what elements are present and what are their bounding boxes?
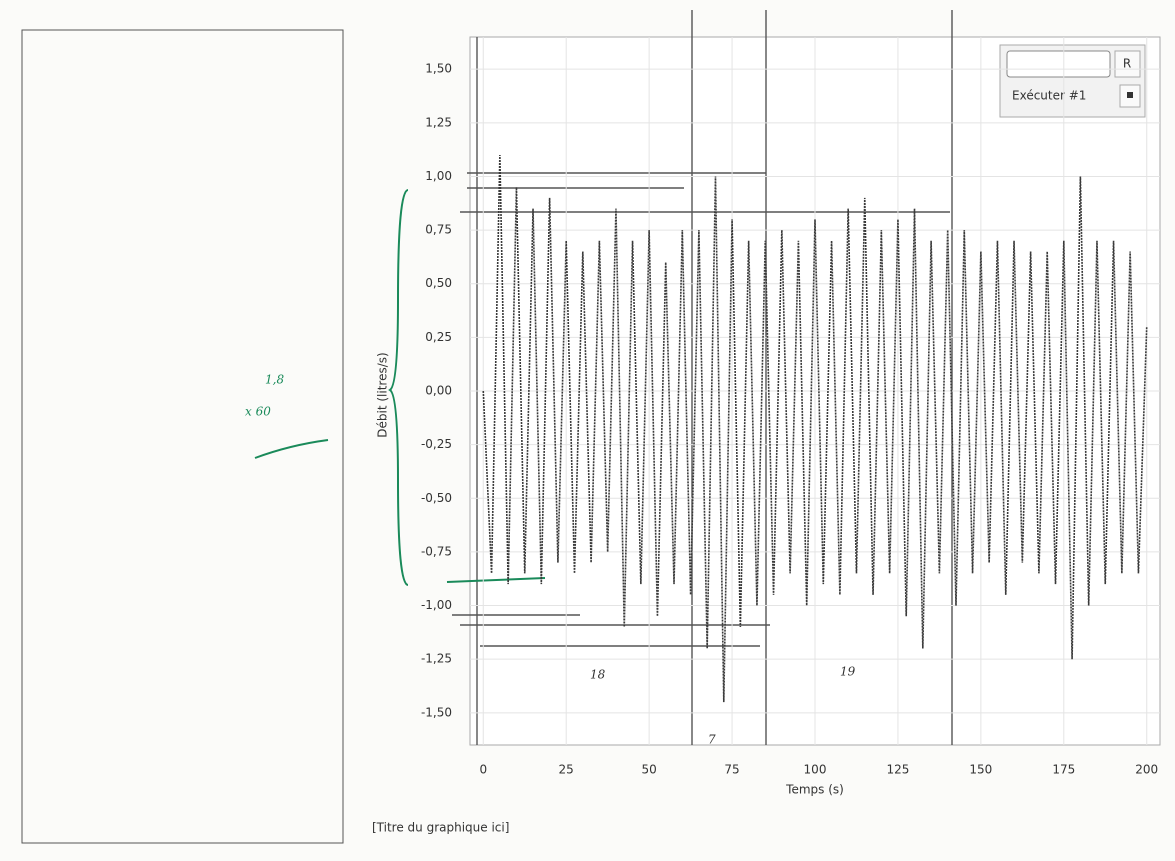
y-tick-label: -0,75 xyxy=(421,544,452,558)
x-tick-label: 75 xyxy=(724,763,739,777)
y-tick-label: 0,50 xyxy=(425,276,452,290)
x-tick-label: 125 xyxy=(886,763,909,777)
y-tick-label: 0,00 xyxy=(425,384,452,398)
x-tick-label: 175 xyxy=(1052,763,1075,777)
side-panel xyxy=(22,30,343,843)
x-tick-label: 200 xyxy=(1135,763,1158,777)
y-tick-label: -1,25 xyxy=(421,652,452,666)
x-tick-label: 150 xyxy=(969,763,992,777)
x-tick-label: 100 xyxy=(804,763,827,777)
y-tick-label: -1,50 xyxy=(421,705,452,719)
hand-annotation: 7 xyxy=(708,733,716,747)
run-input[interactable] xyxy=(1007,51,1110,77)
page: [Titre du graphique ici] Temps (s) Débit… xyxy=(0,0,1175,861)
y-tick-label: 1,50 xyxy=(425,62,452,76)
y-tick-label: -0,50 xyxy=(421,491,452,505)
y-tick-label: 1,00 xyxy=(425,169,452,183)
reset-label: R xyxy=(1123,57,1131,71)
y-tick-label: -0,25 xyxy=(421,437,452,451)
y-tick-label: -1,00 xyxy=(421,598,452,612)
y-tick-label: 0,75 xyxy=(425,223,452,237)
hand-annotation: 18 xyxy=(590,668,606,682)
x-axis-label: Temps (s) xyxy=(785,783,844,797)
hand-note: x 60 xyxy=(245,405,271,419)
hand-note: 1,8 xyxy=(265,373,284,387)
y-tick-label: 0,25 xyxy=(425,330,452,344)
run-label: Exécuter #1 xyxy=(1012,89,1086,103)
y-axis-label: Débit (litres/s) xyxy=(376,352,390,437)
x-tick-label: 25 xyxy=(559,763,574,777)
x-tick-label: 50 xyxy=(641,763,656,777)
screenshot: [Titre du graphique ici] Temps (s) Débit… xyxy=(0,0,1175,861)
x-tick-label: 0 xyxy=(479,763,487,777)
hand-annotation: 19 xyxy=(840,665,856,679)
y-tick-label: 1,25 xyxy=(425,115,452,129)
run-icon xyxy=(1127,92,1133,98)
chart-title: [Titre du graphique ici] xyxy=(372,821,509,835)
